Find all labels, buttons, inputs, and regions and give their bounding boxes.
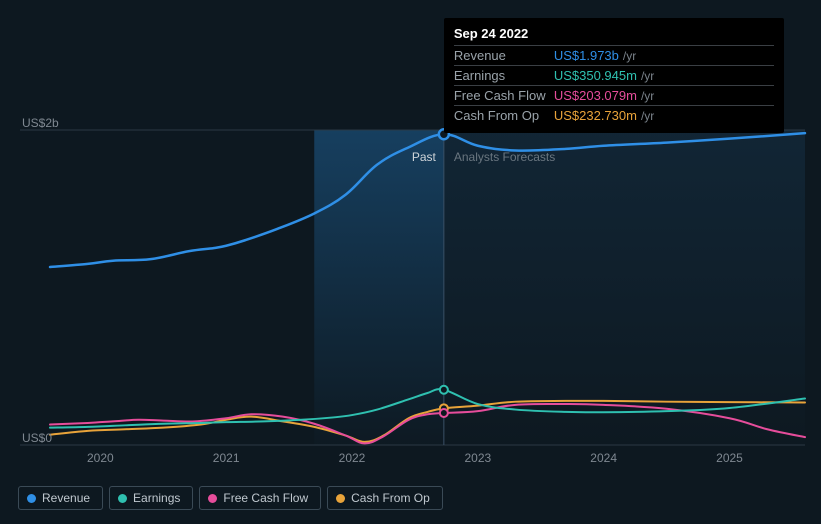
tooltip-metric-value: US$1.973b — [554, 48, 619, 63]
tooltip-unit: /yr — [641, 109, 654, 123]
tooltip-unit: /yr — [623, 49, 636, 63]
tooltip-row: Cash From OpUS$232.730m/yr — [454, 105, 774, 125]
legend-swatch-icon — [208, 494, 217, 503]
tooltip-metric-value: US$350.945m — [554, 68, 637, 83]
tooltip-row: Free Cash FlowUS$203.079m/yr — [454, 85, 774, 105]
tooltip-row: RevenueUS$1.973b/yr — [454, 45, 774, 65]
legend-swatch-icon — [336, 494, 345, 503]
tooltip-metric-label: Revenue — [454, 48, 554, 63]
tooltip-row: EarningsUS$350.945m/yr — [454, 65, 774, 85]
x-axis-label: 2024 — [590, 451, 617, 465]
tooltip-metric-label: Cash From Op — [454, 108, 554, 123]
tooltip-unit: /yr — [641, 89, 654, 103]
forecast-section-label: Analysts Forecasts — [454, 150, 555, 164]
x-axis-label: 2025 — [716, 451, 743, 465]
legend-item-revenue[interactable]: Revenue — [18, 486, 103, 510]
tooltip-metric-label: Free Cash Flow — [454, 88, 554, 103]
x-axis-label: 2020 — [87, 451, 114, 465]
x-axis-label: 2023 — [464, 451, 491, 465]
legend-swatch-icon — [27, 494, 36, 503]
legend-item-fcf[interactable]: Free Cash Flow — [199, 486, 321, 510]
legend-swatch-icon — [118, 494, 127, 503]
legend-label: Cash From Op — [351, 491, 430, 505]
tooltip-metric-value: US$203.079m — [554, 88, 637, 103]
legend-label: Earnings — [133, 491, 180, 505]
y-axis-label: US$0 — [22, 431, 52, 445]
past-section-label: Past — [412, 150, 436, 164]
chart-tooltip: Sep 24 2022 RevenueUS$1.973b/yrEarningsU… — [444, 18, 784, 133]
x-axis-label: 2021 — [213, 451, 240, 465]
tooltip-metric-value: US$232.730m — [554, 108, 637, 123]
legend-label: Revenue — [42, 491, 90, 505]
legend-item-cfo[interactable]: Cash From Op — [327, 486, 443, 510]
y-axis-label: US$2b — [22, 116, 59, 130]
legend-item-earnings[interactable]: Earnings — [109, 486, 193, 510]
legend-label: Free Cash Flow — [223, 491, 308, 505]
tooltip-date: Sep 24 2022 — [454, 26, 774, 45]
tooltip-metric-label: Earnings — [454, 68, 554, 83]
chart-legend: Revenue Earnings Free Cash Flow Cash From O… — [18, 486, 443, 510]
tooltip-unit: /yr — [641, 69, 654, 83]
x-axis-label: 2022 — [339, 451, 366, 465]
